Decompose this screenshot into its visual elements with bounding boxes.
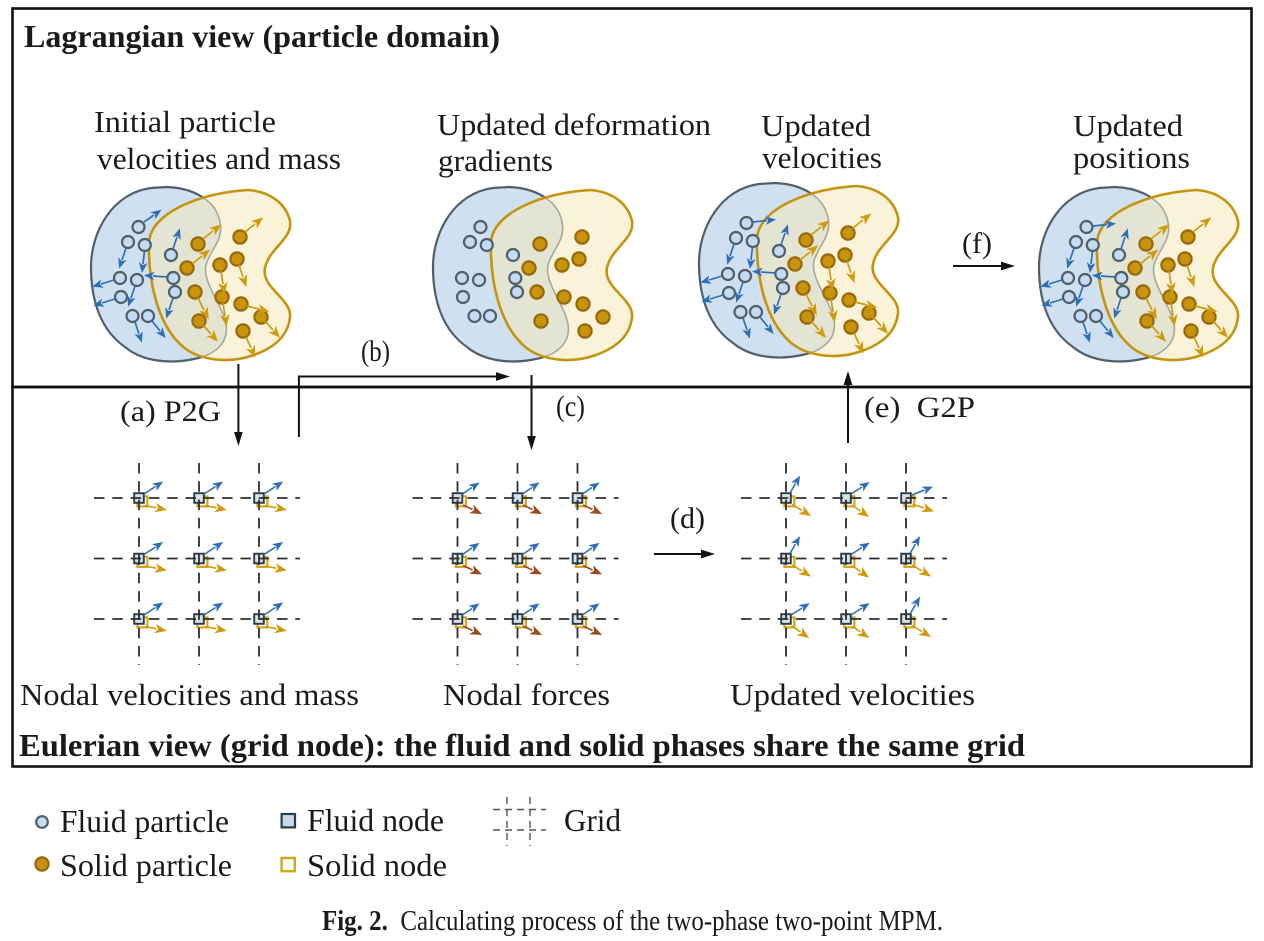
svg-text:Updated deformation: Updated deformation: [437, 107, 712, 142]
svg-text:Nodal forces: Nodal forces: [443, 677, 610, 712]
svg-text:Updated: Updated: [1073, 108, 1184, 143]
svg-text:velocities: velocities: [762, 140, 882, 175]
svg-text:(e) G2P: (e) G2P: [864, 391, 975, 424]
svg-text:gradients: gradients: [438, 143, 553, 178]
svg-text:Fig. 2. Calculating process o: Fig. 2. Calculating process of the two-p…: [322, 906, 943, 937]
svg-text:Initial particle: Initial particle: [94, 104, 276, 139]
svg-text:Fluid particle: Fluid particle: [60, 803, 229, 839]
svg-text:(c): (c): [556, 390, 585, 423]
svg-text:Lagrangian view (particle doma: Lagrangian view (particle domain): [24, 18, 500, 54]
svg-text:Solid node: Solid node: [307, 847, 447, 883]
svg-text:(b): (b): [361, 335, 390, 368]
svg-text:(a) P2G: (a) P2G: [120, 395, 221, 428]
svg-text:Updated velocities: Updated velocities: [730, 677, 975, 712]
svg-text:Nodal velocities and mass: Nodal velocities and mass: [20, 677, 359, 712]
svg-text:Eulerian view (grid node): the: Eulerian view (grid node): the fluid and…: [19, 727, 1025, 763]
svg-text:Solid particle: Solid particle: [60, 847, 232, 883]
svg-text:(f): (f): [962, 227, 992, 260]
svg-text:Fluid node: Fluid node: [307, 802, 444, 838]
svg-text:Grid: Grid: [564, 802, 621, 838]
svg-text:Updated: Updated: [761, 108, 872, 143]
svg-text:velocities and mass: velocities and mass: [97, 141, 341, 176]
svg-text:positions: positions: [1073, 140, 1190, 175]
svg-text:(d): (d): [670, 502, 705, 535]
